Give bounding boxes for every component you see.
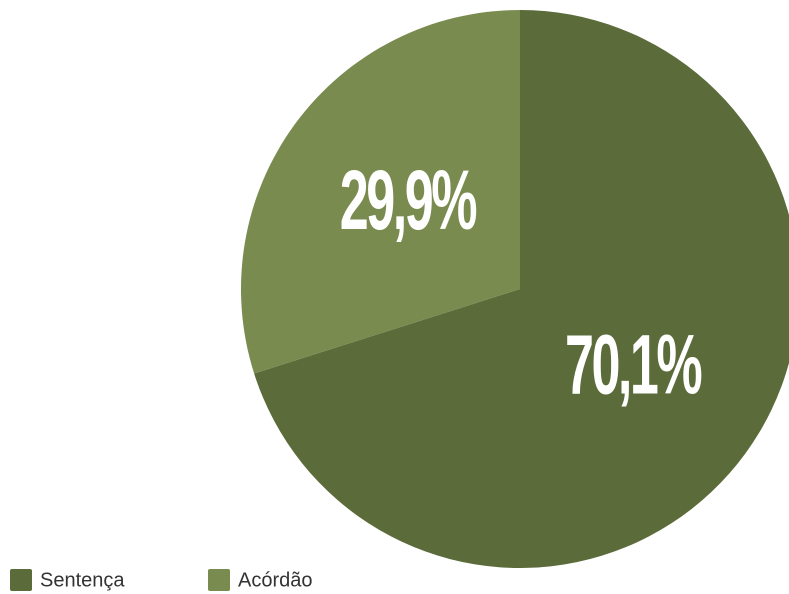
value-label: 29,9% xyxy=(340,153,477,247)
pie-slice xyxy=(254,10,789,568)
legend-label: Acórdão xyxy=(238,569,313,591)
legend-swatch xyxy=(10,569,32,591)
value-label: 70,1% xyxy=(565,318,702,412)
legend-label: Sentença xyxy=(40,569,125,591)
pie-slice xyxy=(240,10,520,374)
legend-swatch xyxy=(208,569,230,591)
